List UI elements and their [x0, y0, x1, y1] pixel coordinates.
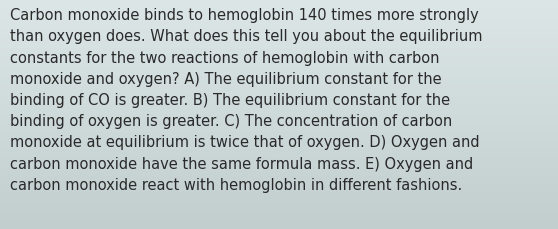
Text: Carbon monoxide binds to hemoglobin 140 times more strongly
than oxygen does. Wh: Carbon monoxide binds to hemoglobin 140 …: [10, 8, 483, 192]
